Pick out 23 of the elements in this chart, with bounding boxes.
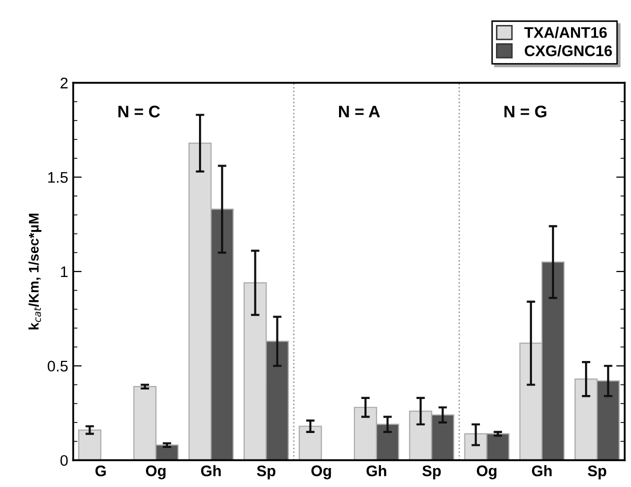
legend-label: TXA/ANT16 — [524, 26, 607, 38]
x-tick-label: Sp — [422, 465, 441, 480]
legend-label: CXG/GNC16 — [524, 45, 612, 56]
x-tick-label: Sp — [588, 465, 606, 480]
annotation: N = A — [339, 106, 380, 118]
x-tick-label: G — [95, 465, 106, 476]
bar — [298, 426, 322, 460]
x-tick-label: Sp — [256, 465, 276, 480]
y-tick-label: 0.5 — [48, 360, 68, 372]
y-axis-title: k$_{cat}$/Km, 1/sec*μM — [28, 214, 42, 330]
annotation: N = C — [118, 106, 160, 118]
bar — [78, 429, 102, 460]
y-tick-label: 0 — [60, 455, 68, 466]
x-tick-label: Og — [311, 465, 331, 480]
annotation: N = G — [504, 106, 546, 118]
y-tick-label: 2 — [60, 78, 68, 88]
x-tick-label: Og — [146, 465, 166, 480]
x-tick-label: Gh — [366, 465, 386, 476]
x-tick-label: Gh — [532, 465, 552, 476]
x-tick-label: Og — [476, 465, 496, 480]
x-tick-label: Gh — [201, 465, 221, 476]
y-tick-label: 1 — [61, 266, 68, 278]
y-tick-label: 1.5 — [48, 172, 68, 183]
